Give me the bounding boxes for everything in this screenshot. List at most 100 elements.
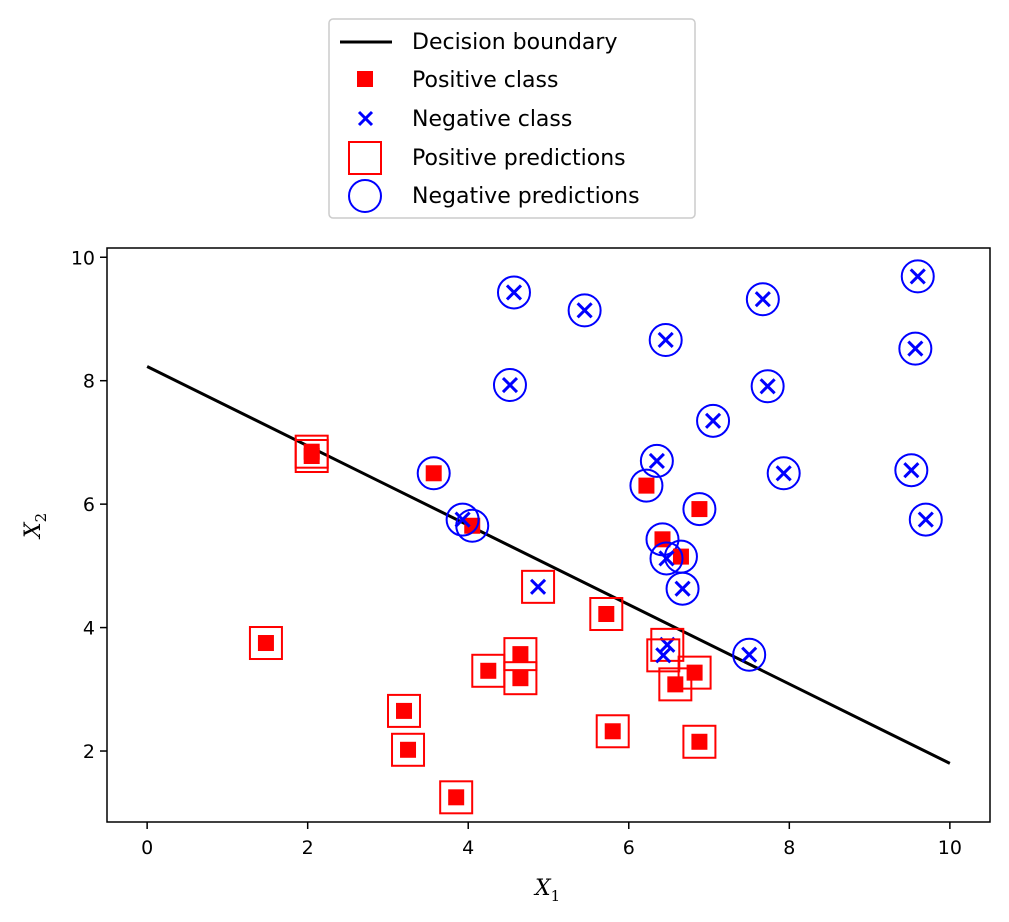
negative-prediction-marker (648, 322, 683, 357)
data-point (639, 443, 674, 478)
data-point (732, 637, 767, 672)
legend-positive-class-swatch (357, 71, 373, 87)
negative-prediction-marker (445, 502, 480, 537)
negative-prediction-marker (496, 275, 531, 310)
negative-class-marker-stroke (658, 550, 675, 567)
positive-prediction-marker (595, 714, 630, 749)
data-point (898, 331, 933, 366)
negative-prediction-marker (567, 293, 602, 328)
data-point (682, 724, 717, 759)
positive-class-marker (480, 662, 497, 679)
x-axis-label: X1 (533, 876, 560, 905)
data-point (567, 293, 602, 328)
negative-prediction-marker (639, 443, 674, 478)
negative-prediction-marker (908, 502, 943, 537)
x-axis-label-sub: 1 (551, 887, 561, 905)
y-tick-label: 8 (83, 371, 95, 393)
y-axis-label: X2 (21, 513, 50, 540)
negative-class-marker-stroke (648, 452, 665, 469)
positive-prediction-marker (503, 661, 538, 696)
positive-class-marker (691, 501, 708, 518)
data-point (391, 732, 426, 767)
negative-class-marker-stroke (657, 331, 674, 349)
decision-boundary-layer (146, 365, 951, 765)
y-tick-label: 2 (83, 741, 95, 763)
data-point (696, 403, 731, 438)
negative-prediction-marker (629, 468, 664, 503)
legend-label-negative-predictions: Negative predictions (412, 184, 640, 209)
positive-class-marker (396, 702, 413, 719)
negative-class-marker-stroke (907, 340, 924, 357)
y-tick-label: 6 (83, 494, 95, 516)
negative-prediction-marker (682, 492, 717, 527)
y-tick-label: 10 (71, 247, 95, 269)
data-point (750, 369, 785, 404)
negative-prediction-marker (750, 369, 785, 404)
positive-class-marker (512, 670, 529, 687)
positive-class-marker (691, 733, 708, 750)
positive-prediction-marker (682, 724, 717, 759)
negative-class-marker-stroke (505, 284, 523, 301)
legend-frame (328, 18, 696, 219)
legend: Decision boundary Positive class Negativ… (328, 18, 696, 219)
negative-prediction-marker (416, 456, 451, 491)
negative-class-marker-stroke (759, 378, 776, 395)
positive-prediction-marker (387, 693, 422, 728)
negative-prediction-marker (894, 453, 929, 488)
x-axis-label-main: X (533, 876, 552, 901)
data-point (248, 626, 283, 661)
positive-prediction-marker (646, 638, 681, 673)
y-axis-label-main: X (21, 521, 46, 540)
positive-class-marker (400, 741, 417, 758)
y-tick-label: 4 (83, 618, 95, 640)
data-point (503, 637, 538, 672)
data-point (665, 571, 700, 606)
data-point (766, 456, 801, 491)
legend-negative-predictions-swatch (348, 179, 382, 213)
negative-class-marker-stroke (501, 376, 519, 394)
negative-class-marker-stroke (655, 647, 672, 664)
x-tick-label: 2 (302, 837, 314, 859)
data-point (439, 780, 474, 815)
data-point (595, 714, 630, 749)
decision-boundary-line (146, 365, 951, 765)
data-point (646, 638, 681, 673)
positive-class-marker (448, 789, 465, 806)
legend-label-boundary: Decision boundary (412, 30, 617, 55)
negative-prediction-marker (898, 331, 933, 366)
negative-prediction-marker (900, 259, 935, 294)
negative-class-marker-stroke (741, 646, 758, 663)
positive-prediction-marker (677, 655, 712, 690)
data-point (503, 661, 538, 696)
positive-prediction-marker (503, 637, 538, 672)
data-point (589, 597, 624, 632)
positive-class-marker (638, 477, 655, 494)
positive-prediction-marker (521, 569, 556, 604)
y-axis-label-sub: 2 (32, 513, 50, 523)
negative-class-marker-stroke (917, 511, 934, 528)
legend-label-positive-predictions: Positive predictions (412, 146, 626, 171)
data-point (629, 468, 664, 503)
data-point (900, 259, 935, 294)
data-point (649, 541, 684, 576)
legend-negative-class-swatch (357, 110, 374, 127)
positive-class-marker (667, 676, 684, 693)
data-point (908, 502, 943, 537)
negative-prediction-marker (492, 368, 527, 403)
positive-class-marker (672, 548, 689, 565)
x-tick-label: 10 (938, 837, 962, 859)
negative-prediction-marker (745, 282, 780, 317)
positive-prediction-marker (391, 732, 426, 767)
x-tick-label: 0 (141, 837, 153, 859)
negative-class-marker-stroke (754, 291, 771, 308)
x-tick-label: 4 (462, 837, 474, 859)
positive-prediction-marker (589, 597, 624, 632)
negative-class-marker-stroke (704, 412, 722, 429)
x-tick-label: 6 (623, 837, 635, 859)
negative-class-marker-stroke (909, 268, 926, 285)
data-point (677, 655, 712, 690)
data-point (387, 693, 422, 728)
positive-class-marker (464, 517, 481, 534)
positive-prediction-marker (248, 626, 283, 661)
